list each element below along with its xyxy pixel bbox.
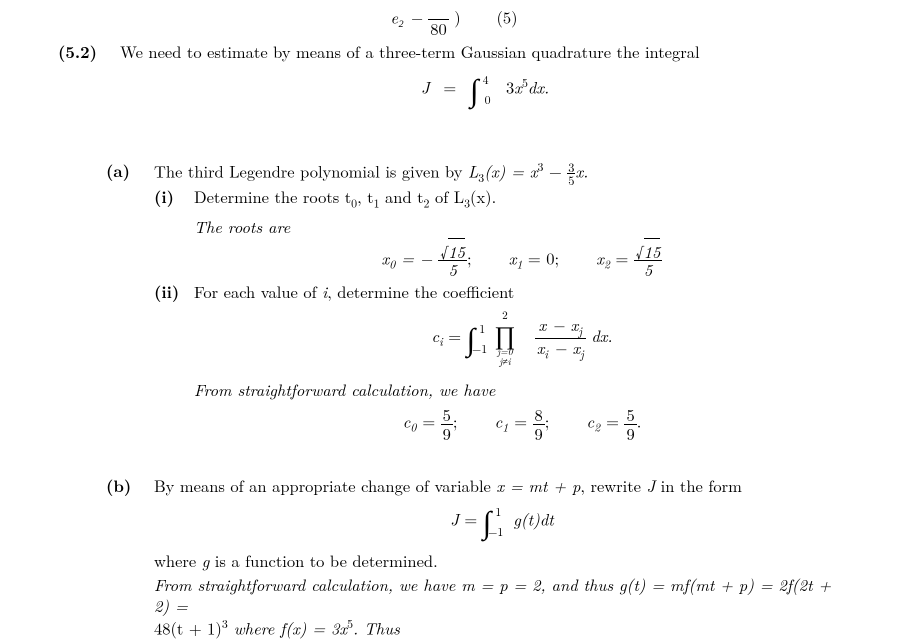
top-fragment: e₂ − 80 ) (5) [58, 2, 850, 38]
b-l2: 48(t + 1)3 where f(x) = 3x5. Thus [154, 617, 850, 639]
aii-frac: x − xj xi − xj [535, 316, 586, 361]
b-J: J [646, 473, 655, 497]
product-icon: 2 ∏ j=0 j≠i [494, 310, 515, 367]
ai-xend: (x). [470, 184, 496, 208]
a-t1: The third Legendre polynomial is given b… [154, 159, 468, 183]
aii-v1d: 9 [533, 425, 545, 442]
aii-c1s: 1 [502, 420, 508, 436]
a-xarg: (x) = x [484, 159, 537, 183]
eqJ-eq: = [443, 75, 456, 99]
body-aii: For each value of i, determine the coeff… [194, 281, 850, 442]
b-g: g(t)dt [513, 507, 553, 531]
integral2-icon: ∫ 1 −1 [467, 323, 476, 355]
frag-den: 80 [428, 20, 449, 37]
body-ai: Determine the roots t0, t1 and t2 of L3(… [194, 186, 850, 279]
b-calc: From straightforward calculation, we hav… [154, 574, 850, 617]
body-5-2: We need to estimate by means of a three-… [120, 41, 850, 106]
aii-c2s: 2 [594, 420, 600, 436]
b-hi: 1 [495, 504, 501, 520]
ai-d2: 5 [634, 261, 663, 278]
label-ai: (i) [154, 186, 174, 207]
p52-text: We need to estimate by means of a three-… [120, 41, 850, 62]
label-aii: (ii) [154, 281, 179, 302]
frag-left: e₂ − [390, 4, 428, 28]
b-w1: where [154, 548, 202, 572]
label-a: (a) [106, 160, 130, 181]
aii-ci: c [432, 323, 440, 347]
aii-pb2: j≠i [499, 354, 510, 368]
ai-f2: √15 5 [634, 243, 663, 279]
ai-line1: Determine the roots t0, t1 and t2 of L3(… [194, 186, 850, 212]
ai-t: Determine the roots t [194, 184, 351, 208]
ai-c1: , t [357, 184, 374, 208]
aii-dc: − x [548, 335, 580, 359]
b-l1: By means of an appropriate change of var… [154, 475, 850, 496]
b-wf: where f(x) = 3x [228, 615, 347, 639]
label-5-2: (5.2) [58, 41, 97, 62]
ai-roots-eq: x0 = − √15 5 ; x1 = 0; x2 = √15 5 [194, 243, 850, 279]
aii-c2: c [587, 409, 595, 433]
eqJ-hi: 4 [483, 72, 489, 88]
b-t3: in the form [655, 473, 742, 497]
ai-roots-are: The roots are [194, 216, 850, 237]
aii-t: For each value of [194, 279, 322, 303]
b-eqJ: J [450, 507, 459, 531]
body-a: The third Legendre polynomial is given b… [154, 160, 850, 187]
aii-c0s: 0 [410, 420, 416, 436]
ai-eq: = − [395, 246, 432, 270]
b-xv: x = mt + p [496, 473, 580, 497]
b-t2: , rewrite [580, 473, 646, 497]
a-xend: x. [575, 159, 588, 183]
eqJ-J: J [421, 75, 430, 99]
eqJ-lo: 0 [485, 92, 491, 108]
ai-x2eq: = [610, 246, 634, 270]
b-thus: . Thus [353, 615, 400, 639]
page: e₂ − 80 ) (5) (5.2) We need to estimate … [0, 0, 907, 640]
aii-v2d: 9 [624, 425, 636, 442]
aii-cvals: c0 = 59; c1 = 89; c2 = 59. [194, 406, 850, 442]
aii-dd: j [580, 347, 584, 363]
ai-d1: 5 [438, 261, 467, 278]
frag-close: ) [454, 4, 460, 28]
integral3-icon: ∫ 1 −1 [483, 506, 492, 538]
label-b: (b) [106, 475, 131, 496]
b-eqs: = [459, 507, 483, 531]
aii-line1: For each value of i, determine the coeff… [194, 281, 850, 302]
aii-ih: 1 [479, 321, 485, 337]
a-minus: − [543, 159, 567, 183]
eqJ-dx: dx. [528, 75, 549, 99]
a-L: L [468, 159, 478, 183]
aii-eq: ci = ∫ 1 −1 2 ∏ j=0 j≠i x − [194, 310, 850, 367]
eqJ-x: x [514, 75, 522, 99]
aii-t2: , determine the coefficient [327, 279, 514, 303]
b-t1: By means of an appropriate change of var… [154, 473, 496, 497]
ai-f1: √15 5 [438, 243, 467, 279]
aii-calc: From straightforward calculation, we hav… [194, 379, 850, 400]
aii-na: x − x [539, 312, 579, 336]
b-lo: −1 [488, 524, 503, 540]
b-w2: is a function to be determined. [209, 548, 437, 572]
body-b: By means of an appropriate change of var… [154, 475, 850, 640]
eq-J-integral: J = ∫ 4 0 3x5dx. [120, 74, 850, 106]
ai-x1v: = 0; [522, 246, 559, 270]
integral-icon: ∫ 4 0 [470, 74, 479, 106]
ai-x2: x [596, 246, 604, 270]
b-where: where g is a function to be determined. [154, 550, 850, 571]
frag-frac: 80 [428, 2, 449, 38]
aii-eqs: = [443, 323, 467, 347]
b-48: 48(t + 1) [154, 615, 222, 639]
aii-v0d: 9 [441, 425, 453, 442]
ai-and: and t [380, 184, 424, 208]
ai-semi1: ; [467, 246, 472, 270]
b-eq: J = ∫ 1 −1 g(t)dt [154, 506, 850, 538]
ai-of: of L [429, 184, 464, 208]
aii-il: −1 [472, 341, 487, 357]
aii-dx: dx. [591, 323, 612, 347]
frag-c5: (5) [496, 4, 517, 28]
